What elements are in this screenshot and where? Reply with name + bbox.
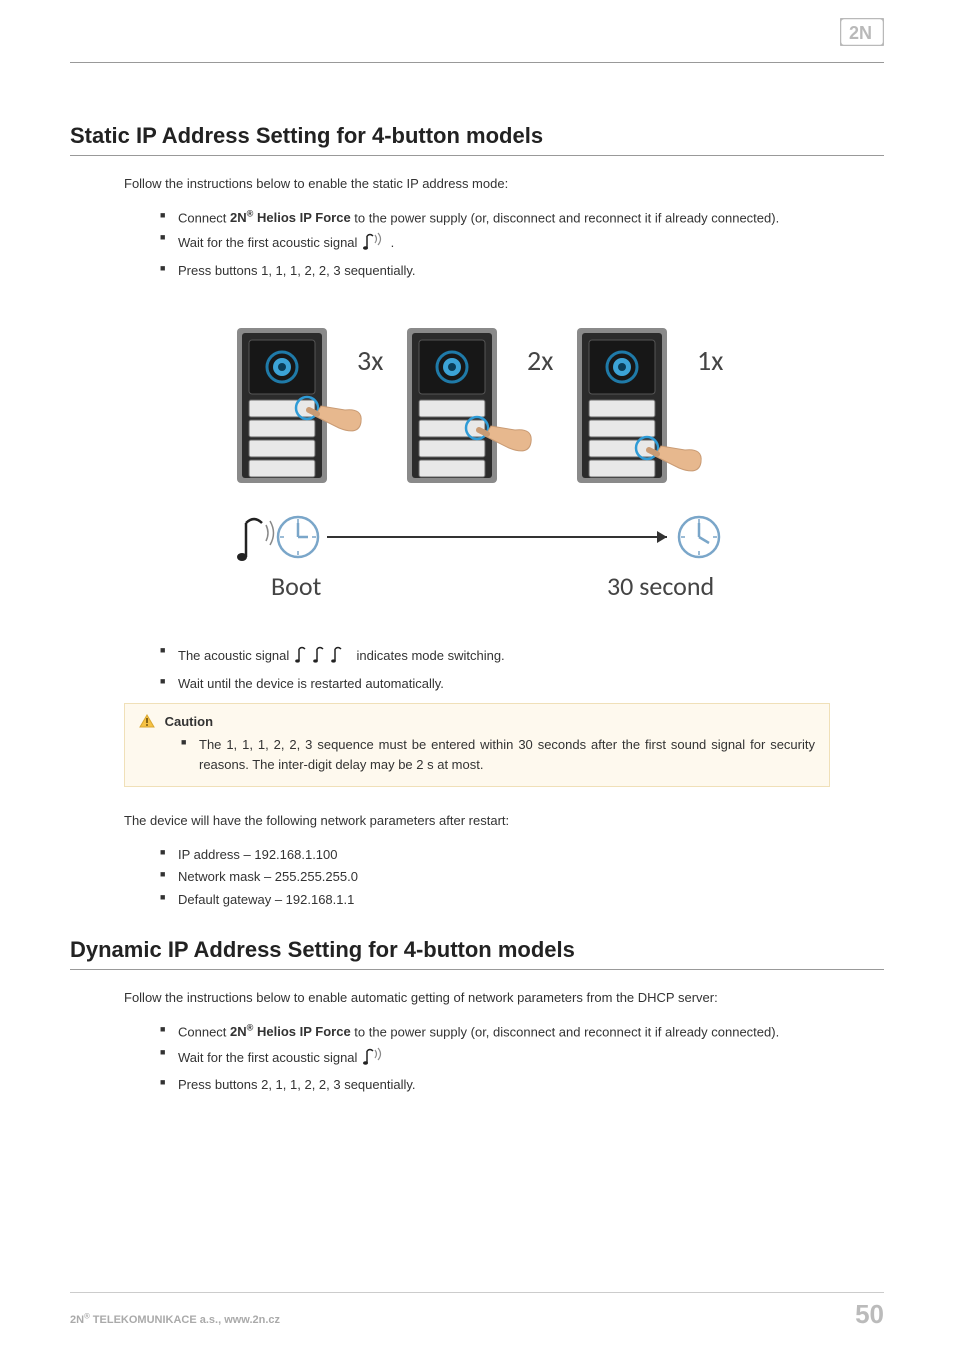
acoustic-triple-icon — [293, 643, 353, 671]
section1-intro: Follow the instructions below to enable … — [124, 174, 884, 194]
brand-logo: 2N — [840, 18, 884, 49]
footer-brand-post: TELEKOMUNIKACE a.s., www.2n.cz — [90, 1314, 280, 1326]
step2-wait-signal: Wait for the first acoustic signal — [178, 1045, 884, 1073]
caution-text: The 1, 1, 1, 2, 2, 3 sequence must be en… — [199, 735, 815, 774]
text: Wait for the first acoustic signal — [178, 236, 361, 251]
param-gateway: Default gateway – 192.168.1.1 — [178, 890, 884, 910]
text: to the power supply (or, disconnect and … — [351, 1024, 780, 1039]
step2-press-sequence: Press buttons 2, 1, 1, 2, 2, 3 sequentia… — [178, 1075, 884, 1095]
after-restart: Wait until the device is restarted autom… — [178, 674, 884, 694]
params-intro: The device will have the following netwo… — [124, 811, 884, 831]
step-connect: Connect 2N® Helios IP Force to the power… — [178, 208, 884, 228]
header-divider — [70, 62, 884, 63]
section1-after: The acoustic signal indicates mode switc… — [178, 643, 884, 693]
page-number: 50 — [855, 1299, 884, 1330]
text: Connect — [178, 1024, 230, 1039]
svg-text:2N: 2N — [849, 23, 872, 43]
param-mask: Network mask – 255.255.255.0 — [178, 867, 884, 887]
caution-title: Caution — [165, 714, 213, 729]
page-footer: 2N® TELEKOMUNIKACE a.s., www.2n.cz 50 — [70, 1292, 884, 1330]
label-3x: 3x — [357, 343, 383, 378]
text: . — [391, 236, 395, 251]
footer-brand-pre: 2N — [70, 1314, 84, 1326]
label-1x: 1x — [697, 343, 723, 378]
label-boot: Boot — [271, 570, 322, 602]
clock-icon — [679, 517, 719, 557]
section2-heading: Dynamic IP Address Setting for 4-button … — [70, 937, 884, 970]
button-press-diagram: 3x 2x — [70, 320, 884, 613]
section2-intro: Follow the instructions below to enable … — [124, 988, 884, 1008]
network-params: IP address – 192.168.1.100 Network mask … — [178, 845, 884, 910]
section1-steps: Connect 2N® Helios IP Force to the power… — [178, 208, 884, 281]
text: The acoustic signal — [178, 649, 293, 664]
param-ip: IP address – 192.168.1.100 — [178, 845, 884, 865]
acoustic-signal-icon — [361, 230, 387, 258]
after-signal: The acoustic signal indicates mode switc… — [178, 643, 884, 671]
text: Wait for the first acoustic signal — [178, 1050, 361, 1065]
step-press-sequence: Press buttons 1, 1, 1, 2, 2, 3 sequentia… — [178, 261, 884, 281]
section1-heading: Static IP Address Setting for 4-button m… — [70, 123, 884, 156]
footer-left: 2N® TELEKOMUNIKACE a.s., www.2n.cz — [70, 1311, 280, 1326]
text: Connect — [178, 210, 230, 225]
caution-list: The 1, 1, 1, 2, 2, 3 sequence must be en… — [199, 735, 815, 774]
boot-note-icon — [237, 517, 318, 561]
brand-pre: 2N — [230, 1024, 247, 1039]
label-30second: 30 second — [607, 570, 714, 602]
label-2x: 2x — [527, 343, 553, 378]
text: to the power supply (or, disconnect and … — [351, 210, 780, 225]
step2-connect: Connect 2N® Helios IP Force to the power… — [178, 1022, 884, 1042]
step-wait-signal: Wait for the first acoustic signal . — [178, 230, 884, 258]
acoustic-signal-icon — [361, 1045, 387, 1073]
brand-post: Helios IP Force — [253, 1024, 350, 1039]
brand-post: Helios IP Force — [253, 210, 350, 225]
brand-pre: 2N — [230, 210, 247, 225]
section2-steps: Connect 2N® Helios IP Force to the power… — [178, 1022, 884, 1095]
caution-header: Caution — [139, 714, 815, 731]
page: 2N Static IP Address Setting for 4-butto… — [0, 0, 954, 1350]
warning-icon — [139, 714, 155, 731]
text: indicates mode switching. — [357, 649, 505, 664]
caution-box: Caution The 1, 1, 1, 2, 2, 3 sequence mu… — [124, 703, 830, 787]
